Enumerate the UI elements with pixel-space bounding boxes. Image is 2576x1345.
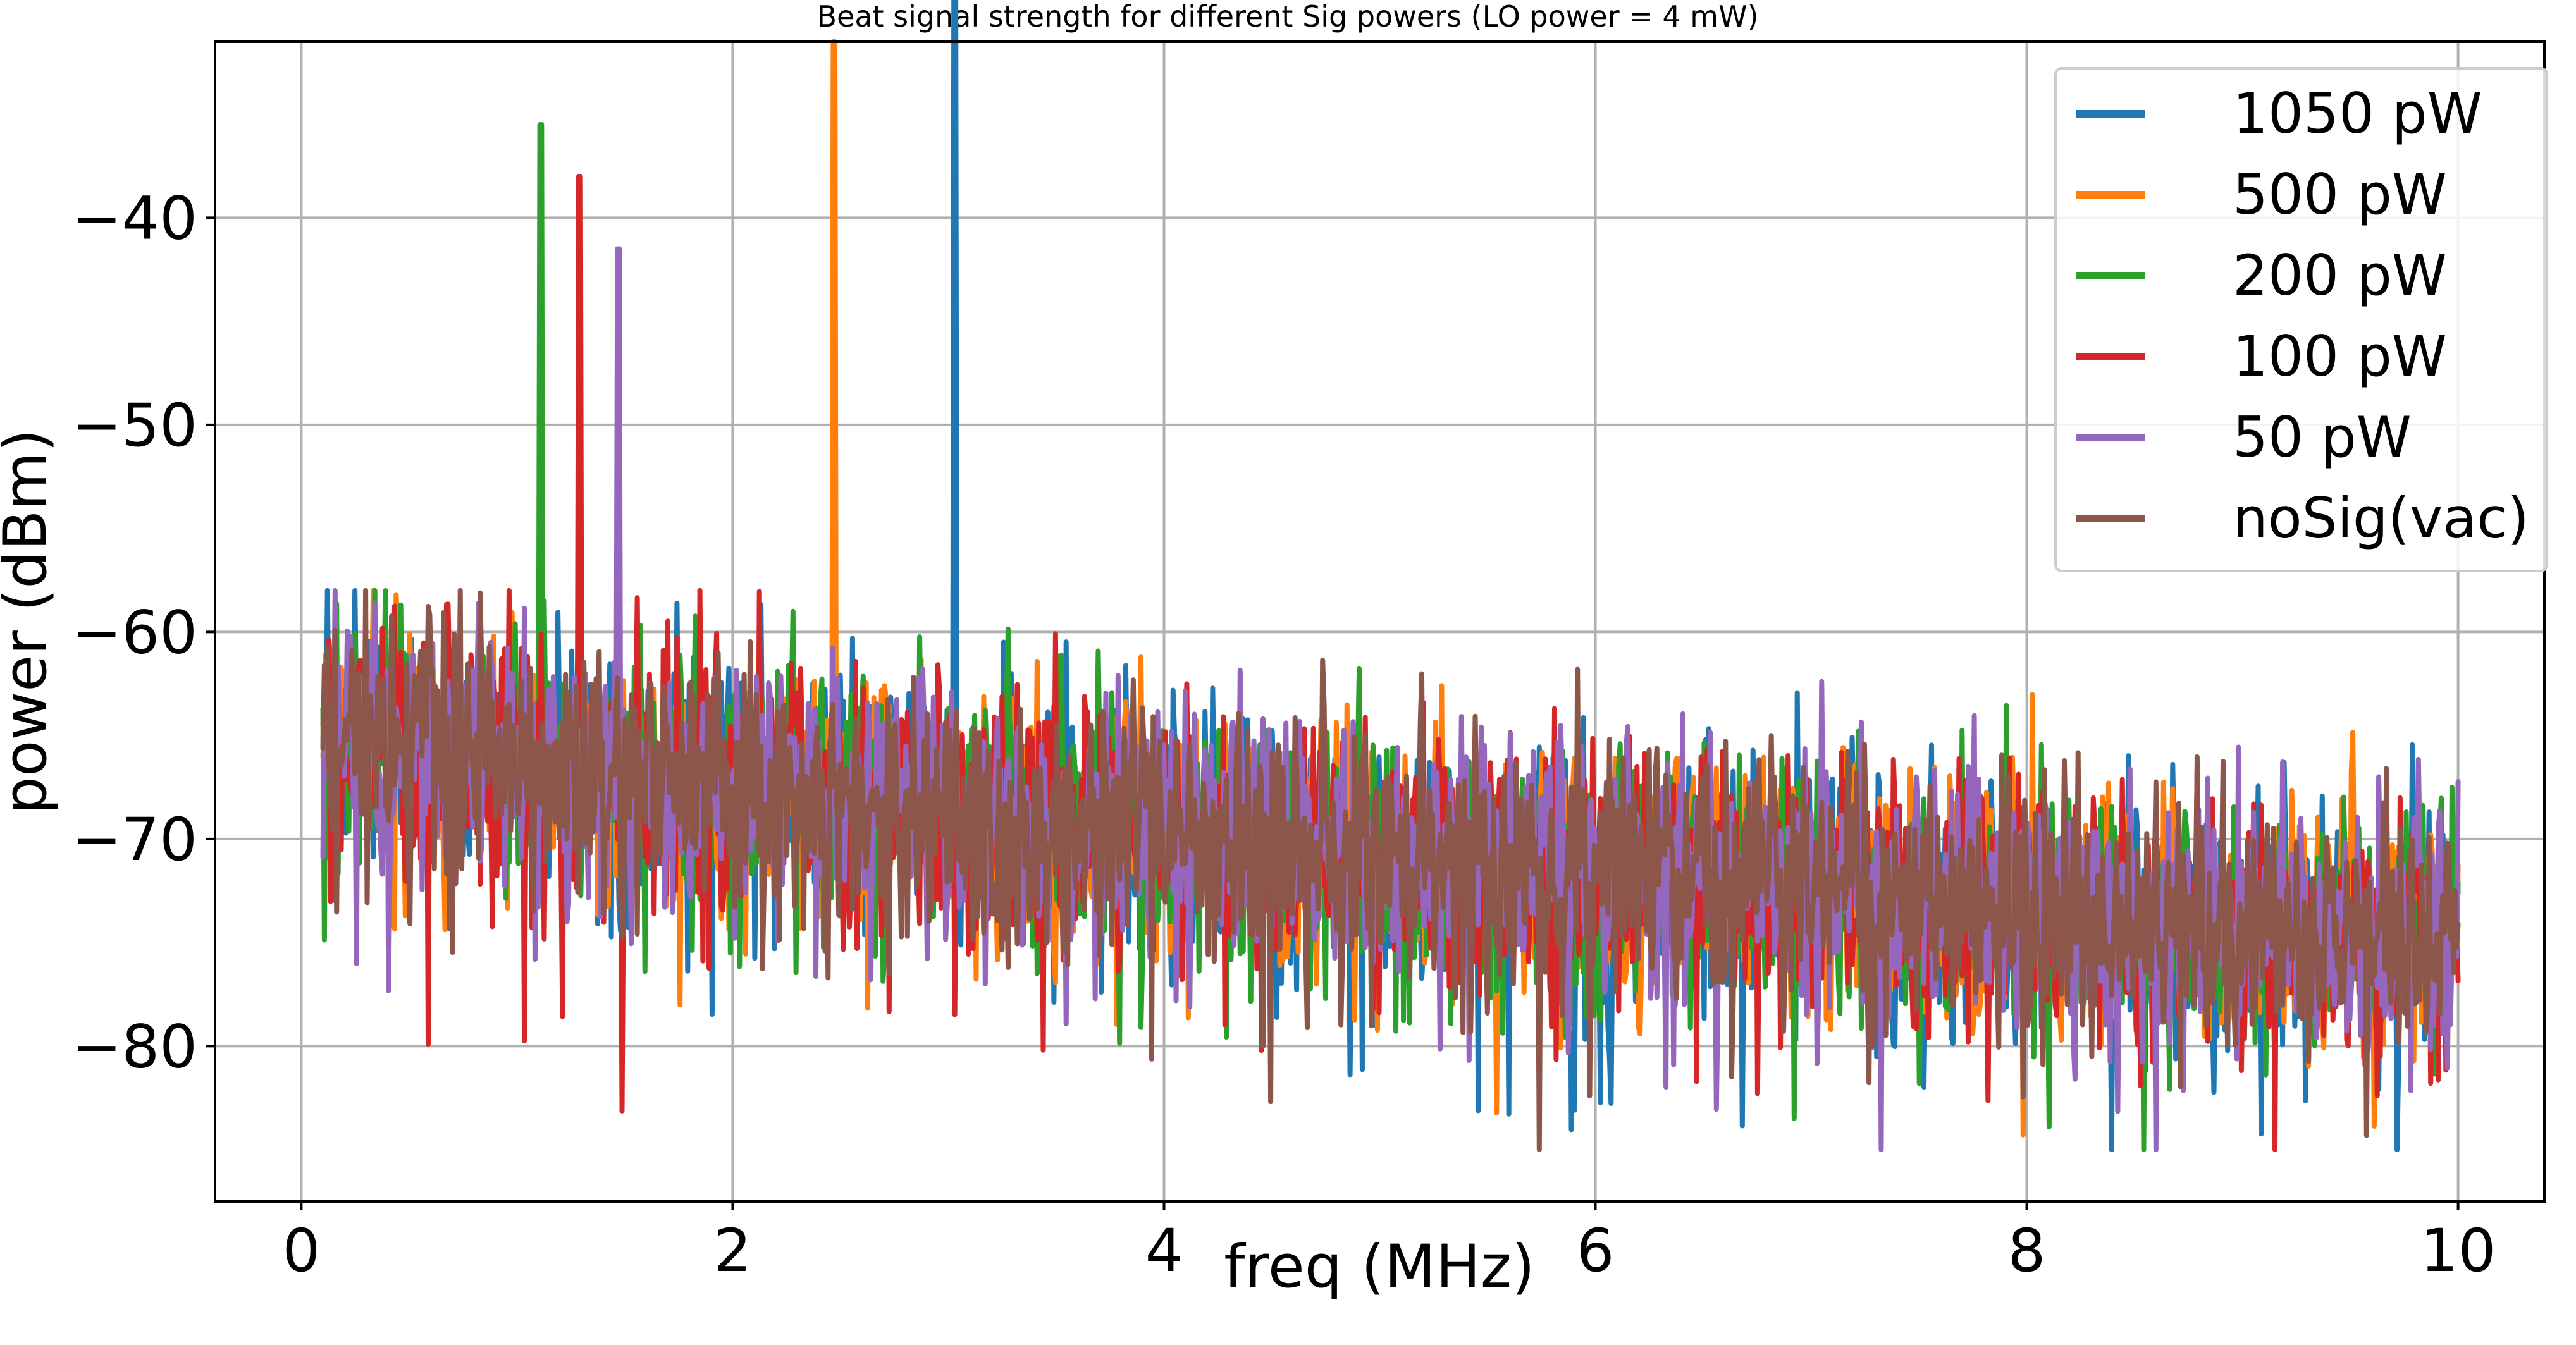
legend: 1050 pW 500 pW 200 pW 100 pW 50 pW noSig(vac) [2054,67,2548,572]
legend-frame [2054,67,2548,572]
y-tick-label: −50 [72,391,197,460]
x-tick-label: 4 [1145,1217,1183,1286]
x-tick-label: 2 [714,1217,752,1286]
x-axis-label: freq (MHz) [1224,1232,1535,1301]
y-tick-label: −60 [72,598,197,667]
legend-label: 50 pW [2233,405,2412,470]
y-axis: −80 −70 −60 −50 −40 [72,184,215,1081]
x-tick-label: 8 [2008,1217,2046,1286]
x-tick-label: 0 [283,1217,321,1286]
y-tick-label: −80 [72,1012,197,1081]
legend-label: 100 pW [2233,324,2447,389]
y-tick-label: −40 [72,184,197,253]
legend-label: 500 pW [2233,162,2447,227]
x-tick-label: 6 [1577,1217,1615,1286]
series-layer [320,0,2461,1153]
legend-label: noSig(vac) [2233,486,2529,551]
x-axis: 0 2 4 6 8 10 [283,1201,2496,1286]
y-axis-label: power (dBm) [0,429,60,814]
x-tick-label: 10 [2420,1217,2496,1286]
plot-frame [214,40,2546,1203]
y-tick-label: −70 [72,806,197,875]
legend-label: 1050 pW [2233,81,2482,146]
series-line-5 [320,587,2461,1153]
legend-label: 200 pW [2233,243,2447,308]
chart-title: Beat signal strength for different Sig p… [817,0,1758,34]
